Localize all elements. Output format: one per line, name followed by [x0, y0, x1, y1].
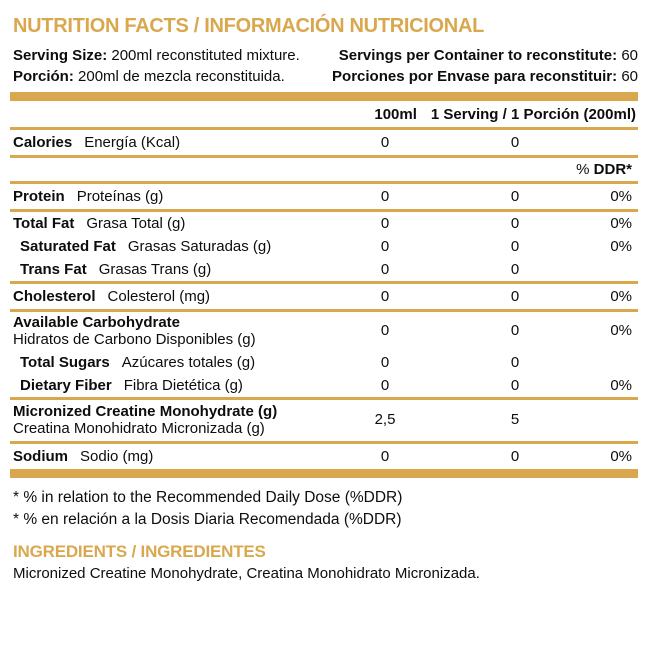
value-ddr: 0% — [610, 215, 632, 232]
row-trans-fat: Trans Fat Grasas Trans (g) 0 0 — [10, 258, 638, 281]
row-calories: Calories Energía (Kcal) 0 0 — [10, 130, 638, 155]
serving-info-right: Servings per Container to reconstitute: … — [332, 45, 638, 87]
ddr-header-label: DDR* — [593, 161, 632, 178]
porcion-label: Porción: — [13, 68, 74, 85]
value-100ml: 0 — [380, 354, 390, 371]
porcion-line: Porción: 200ml de mezcla reconstituida. — [13, 66, 300, 87]
footnote-es: * % en relación a la Dosis Diaria Recome… — [13, 511, 402, 528]
row-label-en: Calories — [13, 134, 73, 151]
thick-divider-top — [10, 92, 638, 101]
servings-per-container-label: Servings per Container to reconstitute: — [338, 47, 618, 64]
row-creatine-monohydrate: Micronized Creatine Monohydrate (g) Creat… — [10, 400, 638, 441]
value-serving: 0 — [510, 322, 520, 340]
row-label-es: Grasas Saturadas (g) — [127, 238, 272, 255]
row-total-sugars: Total Sugars Azúcares totales (g) 0 0 — [10, 351, 638, 374]
row-label-es: Creatina Monohidrato Micronizada (g) — [13, 419, 265, 437]
value-ddr: 0% — [610, 377, 632, 394]
value-100ml: 2,5 — [374, 411, 396, 429]
value-100ml: 0 — [380, 215, 390, 232]
ddr-header-row: % DDR* — [10, 158, 638, 181]
value-100ml: 0 — [380, 322, 390, 340]
row-saturated-fat: Saturated Fat Grasas Saturadas (g) 0 0 0% — [10, 235, 638, 258]
serving-info-left: Serving Size: 200ml reconstituted mixtur… — [10, 45, 300, 87]
serving-size-label: Serving Size: — [13, 47, 108, 64]
value-100ml: 0 — [380, 238, 390, 255]
value-ddr: 0% — [610, 188, 632, 205]
row-dietary-fiber: Dietary Fiber Fibra Dietética (g) 0 0 0% — [10, 374, 638, 397]
value-100ml: 0 — [380, 448, 390, 465]
value-100ml: 0 — [380, 377, 390, 394]
ingredients-heading: INGREDIENTS / INGREDIENTES — [13, 542, 266, 561]
column-header-100ml: 100ml — [374, 106, 417, 123]
value-100ml: 0 — [380, 288, 390, 305]
divider — [10, 181, 638, 184]
row-label-es: Colesterol (mg) — [107, 288, 211, 305]
divider — [10, 441, 638, 444]
value-ddr: 0% — [610, 448, 632, 465]
porcion-value: 200ml de mezcla reconstituida. — [78, 68, 285, 85]
value-serving: 0 — [510, 377, 520, 394]
value-serving: 0 — [510, 215, 520, 232]
row-label-es: Azúcares totales (g) — [121, 354, 256, 371]
servings-per-container-value: 60 — [621, 47, 638, 64]
divider — [10, 281, 638, 284]
label-title: NUTRITION FACTS / INFORMACIÓN NUTRICIONA… — [13, 15, 485, 37]
row-label-en: Total Sugars — [20, 354, 110, 371]
value-ddr: 0% — [610, 238, 632, 255]
divider — [10, 127, 638, 130]
row-label-es: Proteínas (g) — [76, 188, 164, 205]
divider — [10, 309, 638, 312]
porciones-por-envase-label: Porciones por Envase para reconstituir: — [332, 68, 618, 85]
divider — [10, 209, 638, 212]
porciones-por-envase-value: 60 — [621, 68, 638, 85]
value-serving: 0 — [510, 261, 520, 278]
thick-divider-bottom — [10, 469, 638, 478]
row-label-en: Sodium — [13, 448, 68, 465]
row-label-es: Grasa Total (g) — [86, 215, 186, 232]
value-ddr: 0% — [610, 322, 632, 340]
row-sodium: Sodium Sodio (mg) 0 0 0% — [10, 444, 638, 469]
divider — [10, 397, 638, 400]
row-label-es: Energía (Kcal) — [84, 134, 181, 151]
value-ddr: 0% — [610, 288, 632, 305]
serving-info: Serving Size: 200ml reconstituted mixtur… — [10, 45, 638, 87]
column-header-serving: 1 Serving / 1 Porción (200ml) — [430, 106, 636, 123]
row-available-carbohydrate: Available Carbohydrate Hidratos de Carbon… — [10, 312, 638, 351]
value-serving: 5 — [510, 411, 520, 429]
value-serving: 0 — [510, 354, 520, 371]
row-label-en: Trans Fat — [20, 261, 87, 278]
value-serving: 0 — [510, 288, 520, 305]
servings-per-container-line: Servings per Container to reconstitute: … — [332, 45, 638, 66]
value-serving: 0 — [510, 134, 520, 151]
row-total-fat: Total Fat Grasa Total (g) 0 0 0% — [10, 212, 638, 235]
serving-size-value: 200ml reconstituted mixture. — [111, 47, 300, 64]
value-serving: 0 — [510, 188, 520, 205]
divider — [10, 155, 638, 158]
serving-size-line: Serving Size: 200ml reconstituted mixtur… — [13, 45, 300, 66]
value-serving: 0 — [510, 448, 520, 465]
row-label-en: Saturated Fat — [20, 238, 116, 255]
row-label-en: Total Fat — [13, 215, 75, 232]
ddr-percent-sign: % — [576, 161, 590, 178]
row-protein: Protein Proteínas (g) 0 0 0% — [10, 184, 638, 209]
row-label-en: Available Carbohydrate — [13, 314, 180, 331]
row-label-en: Protein — [13, 188, 65, 205]
value-100ml: 0 — [380, 261, 390, 278]
nutrition-label: NUTRITION FACTS / INFORMACIÓN NUTRICIONA… — [10, 15, 638, 582]
value-serving: 0 — [510, 238, 520, 255]
row-label-es: Fibra Dietética (g) — [123, 377, 243, 394]
footnote-en: * % in relation to the Recommended Daily… — [13, 489, 403, 506]
row-cholesterol: Cholesterol Colesterol (mg) 0 0 0% — [10, 284, 638, 309]
row-label-en: Micronized Creatine Monohydrate (g) — [13, 403, 278, 420]
porciones-por-envase-line: Porciones por Envase para reconstituir: … — [332, 66, 638, 87]
row-label-es: Hidratos de Carbono Disponibles (g) — [13, 330, 256, 348]
row-label-en: Cholesterol — [13, 288, 96, 305]
value-100ml: 0 — [380, 134, 390, 151]
column-header-row: 100ml 1 Serving / 1 Porción (200ml) — [10, 101, 638, 127]
row-label-en: Dietary Fiber — [20, 377, 112, 394]
value-100ml: 0 — [380, 188, 390, 205]
row-label-es: Sodio (mg) — [80, 448, 154, 465]
ingredients-text: Micronized Creatine Monohydrate, Creatin… — [13, 565, 480, 582]
row-label-es: Grasas Trans (g) — [98, 261, 212, 278]
